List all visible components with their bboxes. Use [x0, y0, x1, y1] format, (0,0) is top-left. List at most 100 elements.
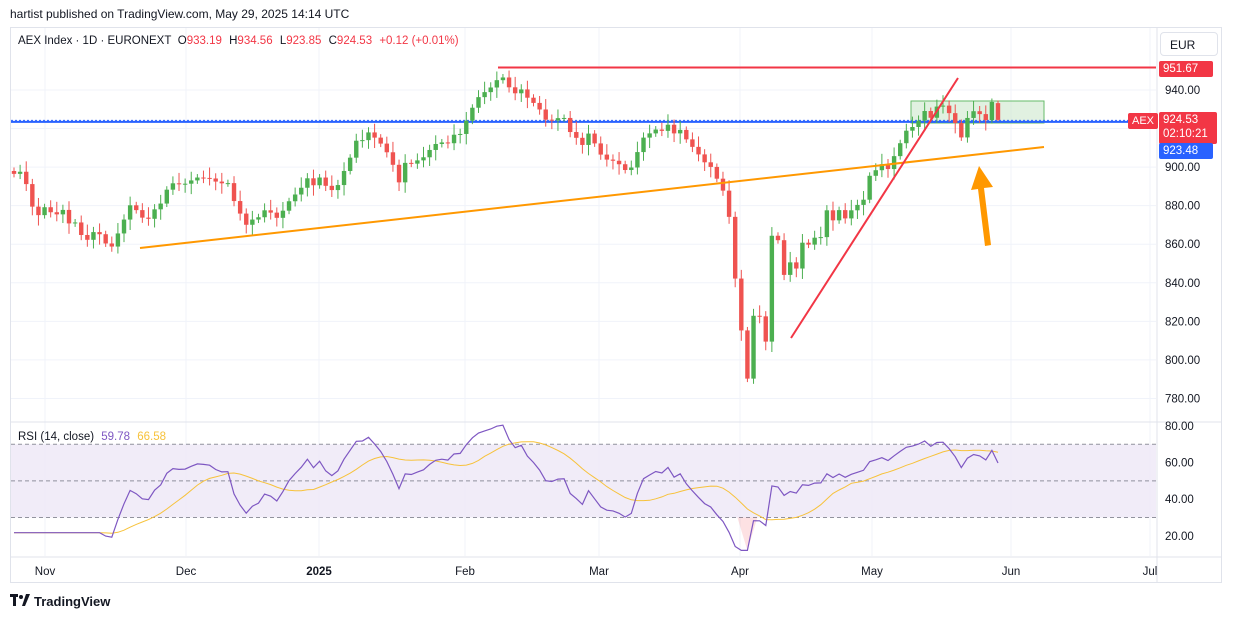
tradingview-logo[interactable]: TradingView — [10, 594, 110, 609]
candle-body — [812, 237, 817, 245]
candle-body — [66, 209, 72, 224]
resistance-price-tag: 951.67 — [1159, 61, 1213, 77]
candle-body — [354, 140, 359, 158]
candle-body — [317, 177, 322, 186]
candle-body — [201, 177, 206, 179]
candle-body — [659, 129, 665, 131]
price-axis-tick: 860.00 — [1165, 239, 1200, 251]
candle-body — [830, 210, 836, 221]
candle-body — [775, 235, 781, 241]
chart-frame — [10, 27, 1222, 583]
candle-body — [635, 152, 640, 168]
candle-body — [904, 130, 909, 144]
candle-body — [977, 111, 982, 115]
time-axis-tick: Mar — [589, 566, 609, 578]
candle-body — [714, 166, 720, 179]
candle-body — [965, 117, 970, 138]
rising-support-trendline — [139, 146, 1045, 249]
candle-body — [849, 210, 854, 219]
candle-body — [983, 114, 988, 121]
candle-body — [555, 118, 561, 121]
candle-body — [818, 237, 823, 239]
rally-trendline — [790, 77, 959, 339]
candle-body — [726, 190, 732, 217]
candle-body — [396, 164, 402, 183]
candle-body — [751, 315, 756, 379]
candle-body — [311, 178, 316, 186]
candle-body — [519, 89, 524, 94]
candle-body — [684, 129, 689, 140]
candle-body — [549, 119, 555, 121]
candle-body — [616, 160, 622, 165]
candle-body — [622, 164, 628, 171]
currency-button[interactable]: EUR — [1160, 32, 1218, 56]
candle-body — [115, 233, 121, 247]
candle-body — [916, 120, 921, 128]
candle-body — [24, 171, 29, 185]
candle-body — [299, 187, 304, 195]
candle-body — [207, 177, 212, 179]
candle-body — [48, 207, 53, 213]
change-value: +0.12 (+0.01%) — [379, 35, 459, 47]
candle-body — [781, 240, 787, 275]
rsi-value: 59.78 — [101, 431, 131, 443]
candle-body — [97, 232, 102, 235]
candle-body — [561, 117, 567, 119]
candle-body — [787, 262, 793, 275]
candle-body — [506, 77, 512, 88]
candle-body — [861, 199, 866, 205]
candle-body — [347, 157, 353, 171]
candle-body — [665, 124, 671, 131]
candle-body — [170, 183, 176, 190]
ohlc-legend: AEX Index · 1D · EURONEXT O933.19 H934.5… — [18, 35, 463, 47]
rsi-title[interactable]: RSI (14, close) — [18, 431, 95, 443]
candle-body — [702, 154, 707, 163]
candle-body — [292, 194, 298, 202]
candle-body — [341, 170, 347, 186]
candle-body — [335, 185, 341, 191]
close-value: 924.53 — [336, 35, 373, 47]
rsi-axis-tick: 20.00 — [1165, 531, 1194, 543]
candle-body — [800, 242, 805, 269]
candle-body — [390, 152, 396, 165]
candle-body — [433, 143, 438, 150]
time-axis-tick: Jun — [1002, 566, 1021, 578]
candle-body — [574, 132, 579, 138]
publisher-line: hartist published on TradingView.com, Ma… — [10, 7, 350, 21]
rsi-axis-tick: 80.00 — [1165, 421, 1194, 433]
candle-body — [225, 183, 231, 185]
candle-body — [531, 97, 536, 103]
candle-body — [537, 102, 542, 110]
time-axis-tick: Feb — [455, 566, 475, 578]
low-label: L — [279, 35, 287, 47]
candle-body — [402, 162, 408, 183]
candle-body — [512, 87, 518, 94]
open-label: O — [177, 35, 187, 47]
candle-body — [445, 142, 451, 144]
candle-body — [36, 206, 41, 216]
candle-body — [567, 117, 573, 133]
candle-body — [476, 97, 481, 108]
rsi-legend: RSI (14, close) 59.78 66.58 — [18, 431, 166, 443]
candle-body — [189, 180, 194, 184]
candle-body — [757, 315, 762, 317]
candle-body — [995, 103, 1001, 120]
candle-body — [360, 140, 365, 142]
candle-body — [739, 278, 744, 331]
candle-body — [146, 217, 151, 219]
candle-body — [244, 213, 249, 225]
candle-body — [54, 212, 59, 215]
candle-body — [940, 105, 946, 107]
candle-body — [409, 162, 414, 164]
candle-body — [604, 154, 610, 160]
candle-body — [898, 143, 903, 157]
candle-body — [219, 181, 225, 184]
symbol-title[interactable]: AEX Index · 1D · EURONEXT — [18, 35, 172, 47]
last-price-tag: 924.53 02:10:21 — [1159, 112, 1217, 144]
candle-body — [653, 129, 658, 134]
time-axis-tick: Dec — [176, 566, 197, 578]
candle-body — [268, 210, 273, 213]
candle-body — [629, 167, 634, 171]
candle-body — [610, 159, 616, 161]
